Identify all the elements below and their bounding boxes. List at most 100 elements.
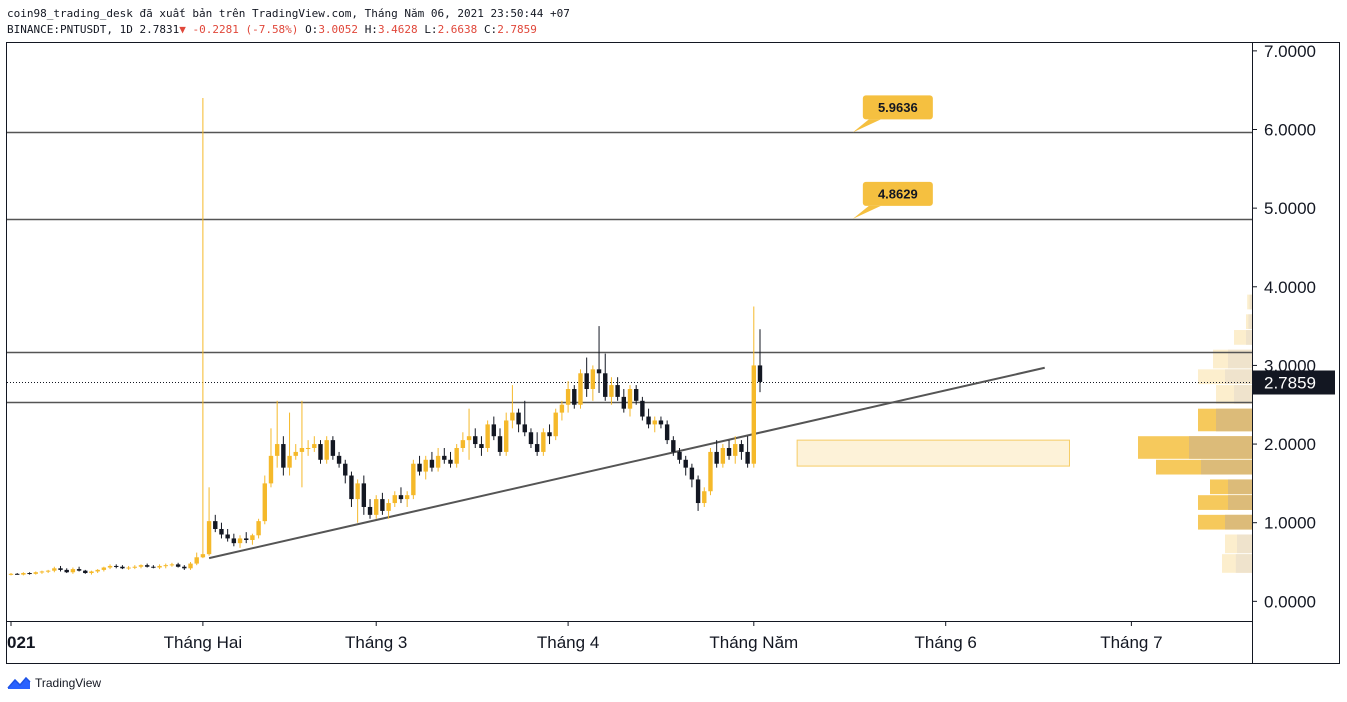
candle-body	[89, 571, 94, 574]
x-tick-label: Tháng 4	[537, 633, 599, 652]
down-arrow-icon: ▼	[179, 23, 186, 36]
candle-body	[305, 447, 311, 449]
candle-body	[27, 573, 32, 575]
candle-body	[45, 570, 51, 572]
callout-box	[862, 95, 933, 120]
candle-body	[268, 455, 274, 484]
close-value: 2.7859	[497, 23, 537, 36]
candle-body	[695, 479, 701, 504]
candle-body	[590, 369, 596, 390]
profile-bar-up	[1235, 554, 1252, 573]
candle-body	[21, 573, 26, 575]
candle-body	[58, 568, 63, 570]
candle-body	[126, 567, 131, 569]
last-price-tag-label: 2.7859	[1264, 374, 1316, 393]
candle-body	[39, 571, 45, 573]
candle-body	[411, 463, 416, 496]
candle-body	[429, 459, 435, 468]
candle-body	[244, 538, 249, 541]
candle-body	[547, 432, 552, 437]
candle-body	[188, 563, 193, 569]
profile-bar-up	[1225, 369, 1252, 385]
x-tick-label: 021	[7, 633, 35, 652]
x-tick-label: Tháng Hai	[164, 633, 242, 652]
candle-body	[343, 463, 348, 476]
candle-body	[237, 538, 243, 544]
profile-bar-up	[1228, 495, 1252, 510]
candle-body	[107, 565, 113, 568]
candle-body	[565, 389, 571, 405]
candle-body	[194, 557, 199, 564]
candle-body	[398, 495, 404, 500]
tradingview-brand: TradingView	[35, 676, 102, 690]
candle-body	[541, 432, 546, 452]
candle-body	[299, 447, 305, 452]
candle-body	[584, 373, 589, 390]
y-tick-label: 1.0000	[1264, 514, 1316, 533]
candle-body	[200, 554, 206, 558]
candle-body	[745, 451, 750, 464]
open-label: O:	[305, 23, 319, 36]
profile-bar-up	[1201, 459, 1252, 475]
candle-body	[479, 444, 484, 448]
tradingview-footer[interactable]: TradingView	[7, 676, 101, 690]
candle-body	[293, 451, 298, 456]
candle-body	[318, 444, 323, 460]
candle-body	[256, 521, 261, 536]
last-price-tag	[1252, 370, 1335, 395]
candle-body	[423, 459, 428, 472]
candle-body	[64, 569, 69, 573]
candle-body	[504, 420, 509, 452]
candle-body	[528, 432, 534, 445]
callout-pointer	[852, 205, 881, 219]
candle-body	[559, 404, 565, 413]
y-tick-label: 7.0000	[1264, 42, 1316, 61]
candle-body	[671, 440, 676, 452]
trendline	[208, 366, 1045, 560]
candle-body	[157, 565, 162, 568]
range-box-rect	[796, 439, 1070, 467]
volume-profile	[1138, 294, 1252, 573]
candles	[8, 98, 763, 576]
candle-body	[609, 385, 614, 397]
candle-body	[386, 503, 391, 511]
candle-body	[491, 424, 497, 437]
candle-body	[367, 506, 373, 515]
candle-body	[603, 373, 608, 397]
high-value: 3.4628	[377, 23, 418, 36]
candle-body	[702, 491, 707, 504]
candle-body	[175, 564, 181, 567]
candle-body	[324, 440, 329, 460]
candle-body	[380, 499, 385, 511]
candle-body	[349, 475, 354, 500]
candle-body	[404, 495, 410, 500]
y-tick-label: 5.0000	[1264, 199, 1316, 218]
candle-body	[33, 572, 38, 574]
candle-body	[466, 436, 472, 441]
candle-body	[101, 567, 107, 570]
candle-body	[739, 444, 744, 452]
x-tick-label: Tháng 6	[914, 633, 976, 652]
candle-body	[206, 521, 212, 555]
callout-label: 4.8629	[878, 186, 918, 201]
candle-body	[287, 455, 292, 468]
candle-body	[572, 389, 577, 405]
profile-bar-up	[1216, 408, 1252, 432]
candle-body	[151, 566, 156, 568]
candle-body	[621, 396, 627, 409]
profile-bar-up	[1246, 330, 1252, 345]
candle-body	[144, 565, 150, 567]
profile-bar-up	[1228, 479, 1252, 495]
candle-body	[720, 447, 726, 464]
y-tick-label: 4.0000	[1264, 278, 1316, 297]
candle-body	[138, 565, 144, 567]
candle-body	[658, 420, 664, 425]
candle-body	[640, 400, 645, 417]
candle-body	[83, 570, 88, 574]
candle-body	[442, 455, 447, 460]
candle-body	[132, 566, 137, 568]
candle-body	[578, 373, 583, 405]
candle-body	[70, 569, 76, 573]
candle-body	[726, 447, 732, 456]
